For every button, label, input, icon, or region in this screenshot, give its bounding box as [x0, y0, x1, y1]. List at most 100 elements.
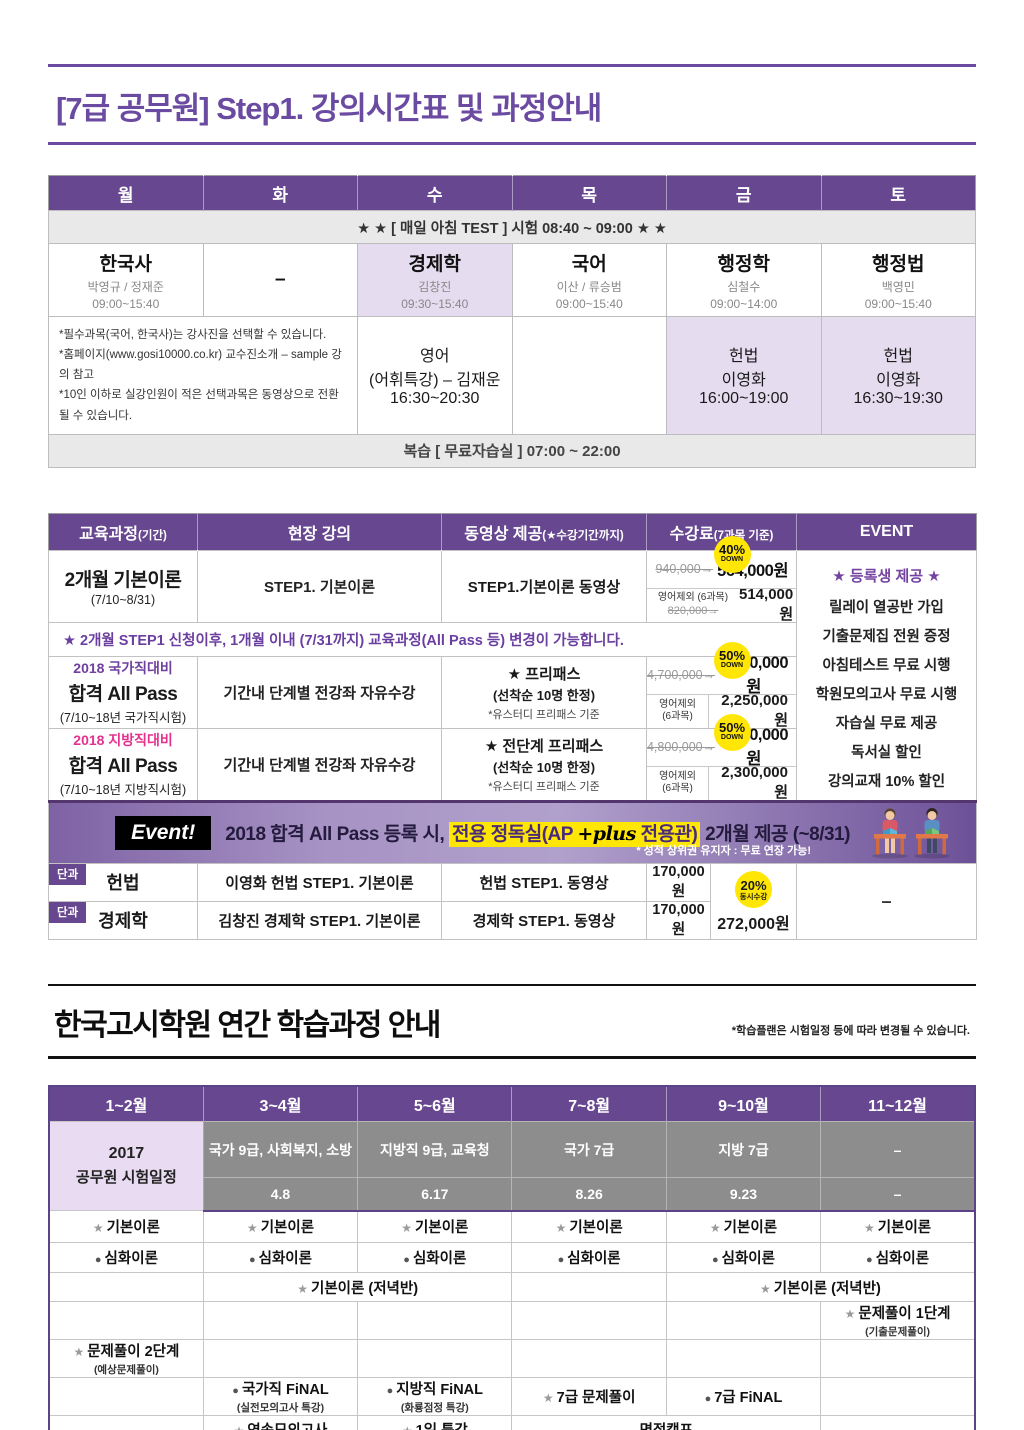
plan-cell: ● 심화이론 [357, 1242, 513, 1274]
star-icon: ★ [401, 1221, 413, 1236]
price-no-english: 514,000원 [739, 586, 794, 624]
plan-cell-empty [48, 1301, 204, 1341]
plan-cell-empty [48, 1272, 204, 1303]
plan-cell: ★ 문제풀이 1단계 (기출문제풀이) [820, 1301, 976, 1341]
event-benefits-title: ★ 등록생 제공 ★ [832, 567, 941, 585]
section2-header: 한국고시학원 연간 학습과정 안내 *학습플랜은 시험일정 등에 따라 변경될 … [48, 986, 976, 1056]
price-label-no-english: 영어제외 (6과목) [647, 694, 709, 728]
price-label-no-english: 영어제외 (6과목) [647, 766, 709, 800]
plan-cell-empty [511, 1339, 667, 1379]
combo-discount-cell: 20% 동시수강 272,000원 [710, 862, 797, 940]
event-label: Event! [115, 815, 212, 850]
star-icon: ★ [92, 1221, 104, 1236]
class-tue-empty: – [202, 243, 358, 317]
exam-name: 지방 7급 [665, 1121, 822, 1179]
plan-cell: ● 심화이론 [511, 1242, 667, 1274]
event-banner-note: * 성적 상위권 유지자 : 무료 연장 가능! [636, 844, 811, 857]
plan-cell: ● 7급 FiNAL [665, 1377, 822, 1417]
review-notice: 복습 [ 무료자습실 ] 07:00 ~ 22:00 [48, 433, 976, 468]
plan-cell: ★연속모의고사 [202, 1415, 359, 1430]
class-public-admin: 행정학 심철수 09:00~14:00 [666, 243, 822, 317]
course-header-row: 교육과정(기간) 현장 강의 동영상 제공(★수강기간까지) 수강료(7과목 기… [48, 513, 977, 551]
discount-badge-50-local: 50% DOWN [713, 713, 751, 751]
col-course: 교육과정(기간) [48, 513, 198, 551]
class-english: 영어 (어휘특강) – 김재운 16:30~20:30 [357, 316, 513, 435]
section2-note: *학습플랜은 시험일정 등에 따라 변경될 수 있습니다. [731, 1025, 970, 1038]
class-korean-history: 한국사 박영규 / 정재준 09:00~15:40 [48, 243, 204, 317]
morning-test-notice: ★ ★ [ 매일 아침 TEST ] 시험 08:40 ~ 09:00 ★ ★ [48, 210, 976, 244]
col-event: EVENT [796, 513, 977, 551]
event-banner-text: 2018 합격 All Pass 등록 시, 전용 정독실(AP +plus 전… [225, 822, 850, 848]
day-header-row: 월 화 수 목 금 토 [48, 175, 976, 211]
live-basic: STEP1. 기본이론 [197, 549, 442, 623]
plan-cell: ● 국가직 FiNAL (실전모의고사 특강) [202, 1377, 359, 1417]
price-original: 4,700,000→ [646, 668, 716, 683]
star-icon: ★ [246, 1221, 258, 1236]
month-5-6: 5~6월 [357, 1085, 512, 1122]
dot-icon: ● [386, 1385, 394, 1398]
plan-cell: ★ 기본이론 (저녁반) [202, 1272, 513, 1303]
col-video: 동영상 제공(★수강기간까지) [441, 513, 647, 551]
class-thu-empty [511, 316, 667, 435]
dangwa-badge: 단과 [49, 863, 87, 885]
price-no-english: 2,300,000원 [721, 764, 788, 802]
plan-cell-empty [511, 1301, 667, 1341]
plan-cell: ★ 기본이론 (저녁반) [665, 1272, 976, 1303]
exam-date: 9.23 [665, 1177, 822, 1212]
plan-cell: ● 심화이론 [202, 1242, 359, 1274]
plan-cell: ★ 기본이론 [665, 1210, 822, 1244]
course-name-basic: 2개월 기본이론 (7/10~8/31) [48, 549, 198, 623]
dot-icon: ● [232, 1385, 239, 1398]
course-name-national: 2018 국가직대비 합격 All Pass (7/10~18년 국가직시험) [48, 655, 198, 729]
event-highlight: 전용 정독실(AP +plus 전용관) [449, 822, 701, 848]
star-icon: ★ [555, 1221, 567, 1236]
event-banner: Event! 2018 합격 All Pass 등록 시, 전용 정독실(AP … [48, 799, 977, 864]
single-live-constitution: 이영화 헌법 STEP1. 기본이론 [197, 862, 442, 902]
exam-name: 지방직 9급, 교육청 [357, 1121, 513, 1179]
plan-cell: ● 심화이론 [48, 1242, 204, 1274]
plan-cell-empty [48, 1377, 204, 1417]
timetable-notes: *필수과목(국어, 한국사)는 강사진을 선택할 수 있습니다. *홈페이지(w… [48, 316, 358, 435]
plan-cell: ★ 문제풀이 2단계 (예상문제풀이) [48, 1339, 204, 1379]
live-local: 기간내 단계별 전강좌 자유수강 [197, 727, 442, 802]
day-fri: 금 [666, 175, 821, 211]
course-change-note: ★ 2개월 STEP1 신청이후, 1개월 이내 (7/31까지) 교육과정(A… [48, 621, 797, 657]
weekly-timetable: 월 화 수 목 금 토 ★ ★ [ 매일 아침 TEST ] 시험 08:40 … [48, 175, 976, 468]
plan-cell-empty [202, 1339, 359, 1379]
plan-cell: ★ 기본이론 [202, 1210, 359, 1244]
review-row: 복습 [ 무료자습실 ] 07:00 ~ 22:00 [48, 433, 976, 468]
col-live: 현장 강의 [197, 513, 442, 551]
exam-date-row: 4.8 6.17 8.26 9.23 – [49, 1177, 976, 1212]
single-price-economics: 170,000원 [646, 900, 711, 940]
price-label-no-english: 영어제외 (6과목) 820,000→ [657, 592, 729, 617]
plan-cell: ★ 기본이론 [48, 1210, 204, 1244]
morning-test-row: ★ ★ [ 매일 아침 TEST ] 시험 08:40 ~ 09:00 ★ ★ [48, 210, 976, 244]
single-course-row-economics: 단과 경제학 김창진 경제학 STEP1. 기본이론 경제학 STEP1. 동영… [48, 900, 977, 940]
deep-theory-row: ● 심화이론 ● 심화이론 ● 심화이론 ● 심화이론 ● 심화이론 ● 심화이론 [48, 1242, 976, 1274]
section2-bottom-rule [48, 1056, 976, 1059]
video-national: ★ 프리패스 (선착순 10명 한정) *유스터디 프리패스 기준 [441, 655, 647, 729]
exam-date: – [820, 1177, 976, 1212]
combo-price: 272,000원 [717, 916, 790, 934]
class-admin-law: 행정법 백영민 09:00~15:40 [820, 243, 976, 317]
plan-cell-empty [357, 1339, 513, 1379]
star-icon: ★ [759, 1281, 771, 1296]
price-original: 4,800,000→ [646, 740, 716, 755]
course-row-basic: 2개월 기본이론 (7/10~8/31) STEP1. 기본이론 STEP1.기… [48, 535, 977, 802]
plan-cell: ● 심화이론 [665, 1242, 822, 1274]
class-row-1: 한국사 박영규 / 정재준 09:00~15:40 – 경제학 김창진 09:3… [48, 243, 976, 317]
day-sat: 토 [820, 175, 976, 211]
single-course-row-constitution: 단과 헌법 이영화 헌법 STEP1. 기본이론 헌법 STEP1. 동영상 1… [48, 862, 977, 940]
exam-name: – [820, 1121, 976, 1179]
note-line-3: *10인 이하로 실강인원이 적은 선택과목은 동영상으로 전환 될 수 있습니… [59, 389, 339, 422]
class-korean: 국어 이산 / 류승범 09:00~15:40 [511, 243, 667, 317]
plan-cell-empty [665, 1301, 822, 1341]
star-icon: ★ [234, 1424, 245, 1430]
day-wed: 수 [357, 175, 512, 211]
plan-cell: 면접캠프 [511, 1415, 822, 1430]
evening-class-row: ★ 기본이론 (저녁반) ★ 기본이론 (저녁반) [48, 1272, 976, 1303]
single-course-constitution: 단과 헌법 [48, 862, 198, 902]
month-9-10: 9~10월 [665, 1085, 821, 1122]
title-rule [48, 142, 976, 145]
